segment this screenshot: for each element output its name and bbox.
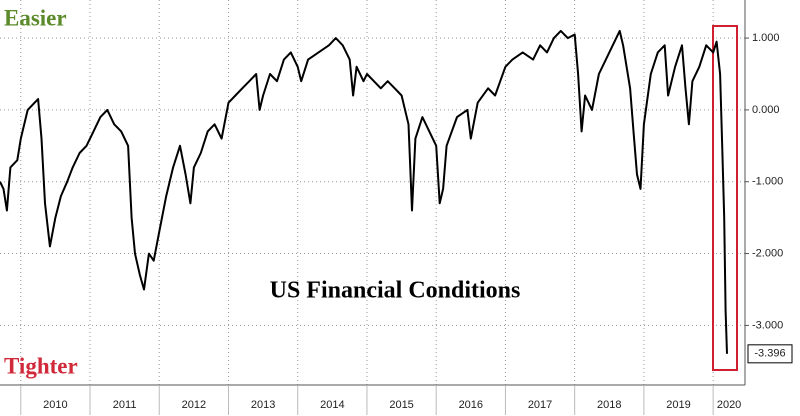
x-tick-label: 2013 <box>251 399 275 411</box>
chart-title: US Financial Conditions <box>270 278 521 304</box>
x-tick-label: 2016 <box>459 399 483 411</box>
y-tick-label: 0.000 <box>752 104 780 116</box>
annotation-tighter: Tighter <box>4 353 78 378</box>
x-tick-label: 2017 <box>528 399 552 411</box>
x-tick-label: 2010 <box>43 399 67 411</box>
y-tick-label: -3.000 <box>752 319 783 331</box>
x-tick-label: 2012 <box>182 399 206 411</box>
highlight-box <box>712 25 738 371</box>
last-value-box <box>747 344 793 364</box>
last-value-label: -3.396 <box>754 348 785 360</box>
y-tick-label: 1.000 <box>752 32 780 44</box>
y-tick-label: -2.000 <box>752 247 783 259</box>
x-tick-label: 2014 <box>320 399 344 411</box>
annotation-easier: Easier <box>4 5 67 30</box>
y-tick-label: -1.000 <box>752 176 783 188</box>
x-tick-label: 2020 <box>717 399 741 411</box>
x-tick-label: 2011 <box>113 399 137 411</box>
x-tick-label: 2018 <box>597 399 621 411</box>
line-series <box>0 29 728 354</box>
x-tick-label: 2015 <box>389 399 413 411</box>
x-tick-label: 2019 <box>666 399 690 411</box>
